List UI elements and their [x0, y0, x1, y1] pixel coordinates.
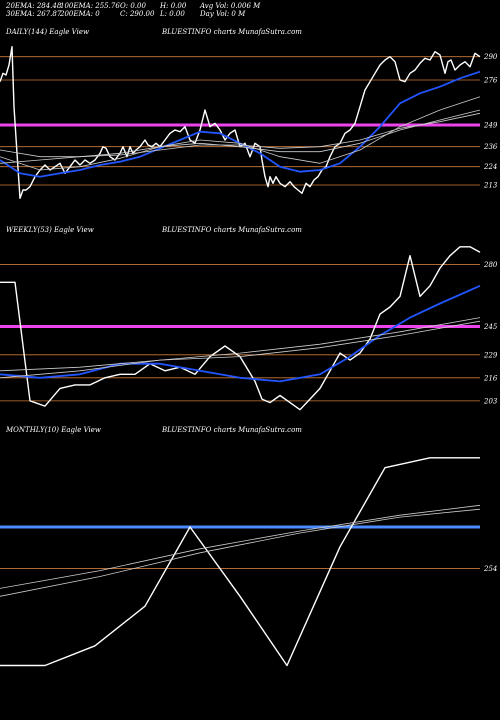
daily-ytick-5: 213 — [483, 182, 498, 190]
header-open: O: 0.00 — [120, 2, 146, 10]
weekly-title: WEEKLY(53) Eagle View — [6, 226, 94, 234]
daily-price-line-0 — [0, 46, 481, 200]
weekly-ema_slow-line-3 — [0, 317, 481, 372]
weekly-ytick-4: 203 — [483, 397, 498, 405]
daily-ytick-3: 236 — [483, 143, 498, 151]
daily-source: BLUESTINFO charts MunafaSutra.com — [162, 28, 302, 36]
header-close: C: 290.00 — [120, 10, 155, 18]
header-avg-vol: Avg Vol: 0.006 M — [200, 2, 261, 10]
monthly-ytick-0: 254 — [483, 565, 497, 573]
weekly-price-line-0 — [0, 246, 481, 411]
daily-ema_slow-line-2 — [0, 96, 481, 171]
daily-ytick-0: 290 — [483, 53, 498, 61]
header-20ema: 20EMA: 284.48 — [6, 2, 62, 10]
daily-ema_slow-line-3 — [0, 109, 481, 164]
monthly-price-line-0 — [0, 457, 480, 667]
weekly-ytick-0: 280 — [483, 261, 498, 269]
header-100ema: 100EMA: 255.76 — [60, 2, 120, 10]
daily-ytick-4: 224 — [483, 163, 497, 171]
weekly-ytick-1: 245 — [483, 323, 498, 331]
daily-ytick-2: 249 — [483, 122, 498, 130]
monthly-ema_slow-line-1 — [0, 508, 481, 597]
header-low: L: 0.00 — [160, 10, 185, 18]
header-high: H: 0.00 — [160, 2, 187, 10]
weekly-ema_slow-line-2 — [0, 320, 481, 379]
weekly-ema_fast-line-1 — [0, 284, 481, 383]
daily-title: DAILY(144) Eagle View — [6, 28, 89, 36]
monthly-source: BLUESTINFO charts MunafaSutra.com — [162, 426, 302, 434]
weekly-ytick-3: 216 — [483, 374, 498, 382]
header-day-vol: Day Vol: 0 M — [200, 10, 246, 18]
daily-ytick-1: 276 — [483, 77, 498, 85]
daily-ema_slow-line-4 — [0, 112, 481, 158]
monthly-ema_slow-line-2 — [0, 504, 481, 589]
weekly-ytick-2: 229 — [483, 351, 498, 359]
header-30ema: 30EMA: 267.87 — [6, 10, 62, 18]
header-200ema: 200EMA: 0 — [60, 10, 100, 18]
weekly-source: BLUESTINFO charts MunafaSutra.com — [162, 226, 302, 234]
monthly-title: MONTHLY(10) Eagle View — [6, 426, 101, 434]
